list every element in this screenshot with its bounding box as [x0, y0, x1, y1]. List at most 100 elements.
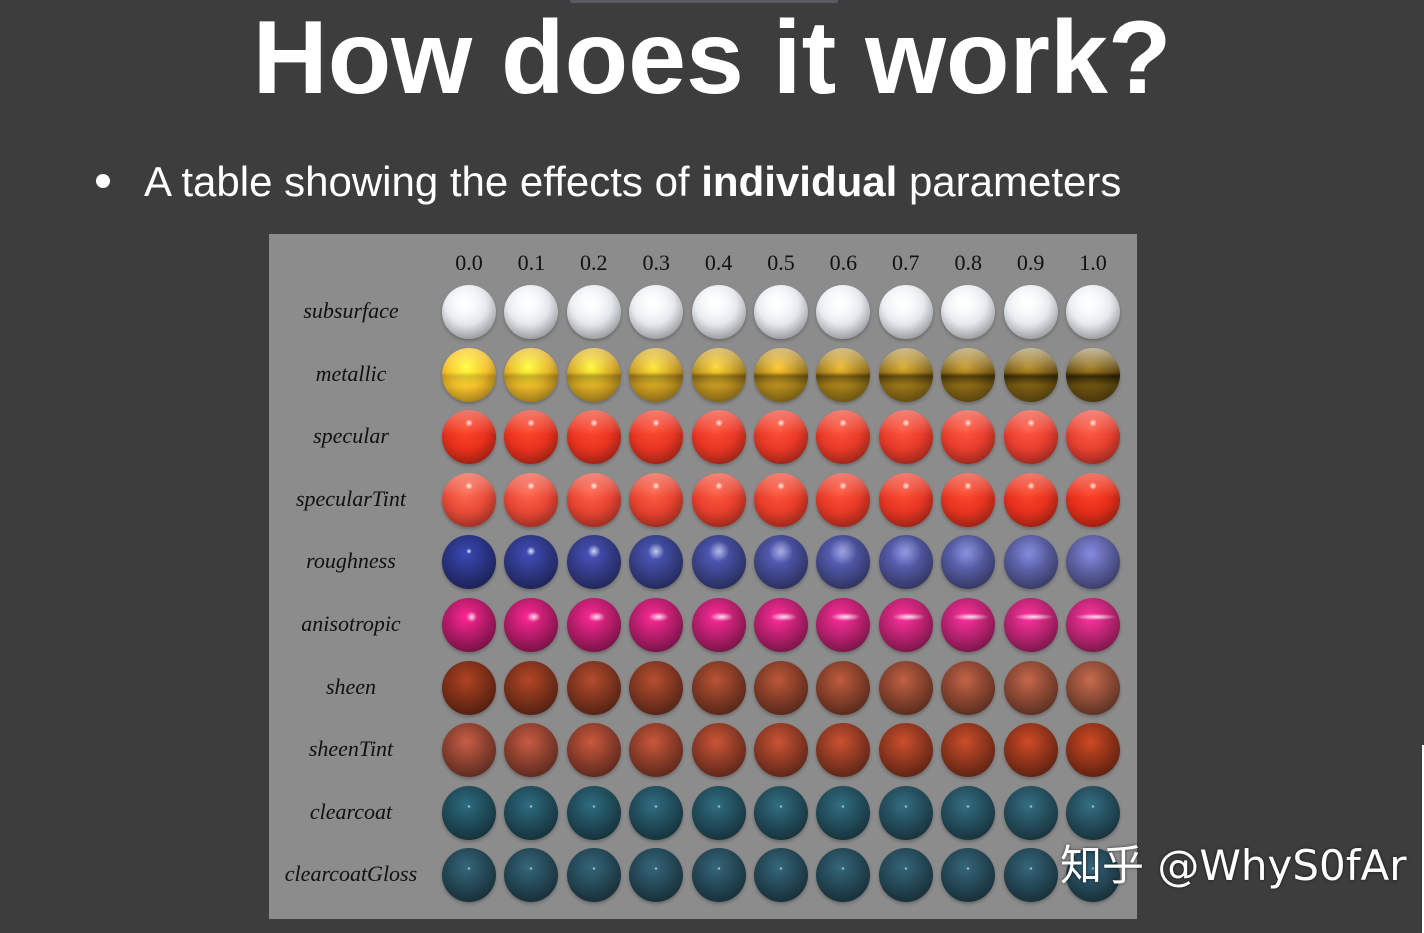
material-sphere	[504, 660, 559, 715]
material-sphere	[816, 598, 871, 652]
slide-title: How does it work?	[252, 0, 1172, 116]
material-sphere	[941, 785, 996, 840]
material-sphere	[442, 285, 496, 339]
material-sphere	[816, 723, 871, 778]
bullet-text-prefix: A table showing the effects of	[144, 158, 702, 205]
material-sphere	[1003, 660, 1058, 715]
material-sphere	[816, 535, 871, 590]
row-label: clearcoat	[309, 798, 393, 824]
edge-strip	[1422, 745, 1424, 933]
material-sphere	[941, 598, 996, 652]
material-sphere	[816, 848, 871, 903]
material-sphere	[566, 848, 621, 903]
column-header: 0.1	[517, 250, 546, 275]
material-sphere	[1066, 660, 1120, 715]
row-label: sheenTint	[308, 736, 394, 762]
material-sphere	[1066, 410, 1120, 465]
material-sphere	[754, 723, 808, 778]
row-label: specularTint	[295, 485, 406, 511]
material-sphere	[1066, 785, 1120, 840]
material-sphere	[1066, 347, 1120, 402]
material-sphere	[878, 535, 933, 590]
bullet-text-bold: individual	[701, 158, 898, 205]
material-sphere	[878, 723, 933, 778]
material-sphere	[1003, 785, 1058, 840]
material-sphere	[442, 472, 496, 527]
material-sphere	[629, 347, 684, 402]
watermark: 知乎 @WhyS0fAr	[1060, 841, 1407, 890]
material-sphere	[1003, 410, 1058, 465]
material-sphere	[1003, 848, 1058, 903]
material-sphere	[1003, 535, 1058, 590]
material-sphere	[442, 660, 496, 715]
material-sphere	[504, 785, 559, 840]
material-sphere	[816, 472, 871, 527]
material-sphere	[566, 347, 621, 402]
row-label: metallic	[315, 360, 387, 386]
material-sphere	[816, 347, 871, 402]
material-sphere	[691, 535, 746, 590]
material-sphere	[566, 285, 621, 339]
row-label: clearcoatGloss	[284, 861, 418, 887]
material-sphere	[1003, 723, 1058, 778]
material-sphere	[504, 723, 559, 778]
material-sphere	[442, 410, 496, 465]
material-sphere	[566, 410, 621, 465]
material-sphere	[941, 285, 996, 339]
column-header: 0.8	[954, 250, 982, 275]
material-sphere	[566, 723, 621, 778]
material-sphere	[878, 410, 933, 465]
bullet-text-suffix: parameters	[897, 158, 1122, 205]
material-sphere	[878, 285, 933, 339]
column-header: 0.5	[767, 250, 795, 275]
material-sphere	[504, 472, 559, 527]
material-sphere	[1066, 535, 1120, 590]
material-sphere	[629, 723, 684, 778]
material-sphere	[941, 535, 996, 590]
column-header: 1.0	[1079, 250, 1107, 275]
material-sphere	[629, 535, 684, 590]
row-label: specular	[313, 423, 389, 449]
material-sphere	[816, 285, 871, 339]
material-sphere	[878, 848, 933, 903]
column-header: 0.3	[642, 250, 670, 275]
material-sphere	[754, 848, 808, 903]
material-sphere	[629, 472, 684, 527]
material-sphere	[754, 285, 808, 339]
material-sphere	[1003, 347, 1058, 402]
material-sphere	[691, 347, 746, 402]
material-sphere	[629, 598, 684, 652]
material-sphere	[504, 535, 559, 590]
material-sphere	[1066, 848, 1120, 903]
material-sphere	[878, 598, 933, 652]
material-sphere	[442, 848, 496, 903]
material-sphere	[878, 660, 933, 715]
column-header: 0.2	[580, 250, 608, 275]
material-sphere	[566, 660, 621, 715]
row-label: roughness	[306, 548, 396, 574]
material-sphere	[816, 660, 871, 715]
bullet-dot-icon	[96, 173, 110, 188]
material-sphere	[1003, 598, 1058, 652]
material-sphere	[691, 660, 746, 715]
material-sphere	[878, 347, 933, 402]
material-sphere	[691, 785, 746, 840]
material-sphere	[941, 660, 996, 715]
column-header: 0.6	[829, 250, 858, 275]
material-sphere	[878, 472, 933, 527]
row-label: anisotropic	[301, 611, 401, 636]
material-sphere	[1066, 472, 1120, 527]
material-sphere	[816, 410, 871, 465]
material-sphere	[691, 472, 746, 527]
material-sphere	[691, 848, 746, 903]
column-header: 0.7	[892, 250, 920, 275]
material-sphere	[754, 660, 808, 715]
material-sphere	[504, 848, 559, 903]
material-sphere	[629, 410, 684, 465]
material-sphere	[629, 285, 684, 339]
material-sphere	[754, 472, 808, 527]
material-sphere	[1003, 472, 1058, 527]
material-sphere	[754, 598, 808, 652]
material-sphere	[504, 410, 559, 465]
material-sphere	[1003, 285, 1058, 339]
